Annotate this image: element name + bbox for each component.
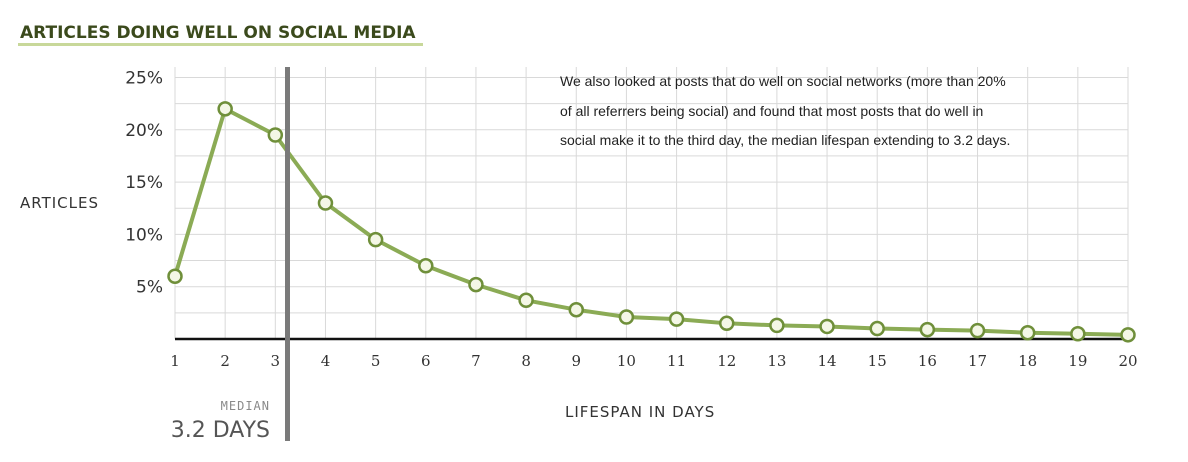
median-value: 3.2 DAYS — [171, 418, 270, 443]
data-point — [969, 322, 986, 339]
x-axis-label: LIFESPAN IN DAYS — [565, 403, 715, 421]
y-tick-label: 15% — [125, 173, 163, 193]
x-tick-label: 20 — [1118, 352, 1137, 370]
title-underline — [18, 43, 423, 46]
x-tick-label: 6 — [421, 352, 431, 370]
median-label: MEDIAN — [221, 399, 270, 413]
data-point — [1019, 324, 1036, 341]
series-articles — [167, 101, 1136, 343]
data-point — [718, 315, 735, 332]
data-point — [919, 321, 936, 338]
x-tick-label: 16 — [918, 352, 937, 370]
data-point — [819, 318, 835, 335]
data-point — [668, 311, 685, 327]
annotation-line: social make it to the third day, the med… — [560, 132, 1010, 148]
data-point — [618, 309, 635, 325]
data-point — [418, 258, 434, 274]
x-tick-label: 7 — [471, 352, 481, 370]
x-tick-label: 4 — [321, 352, 331, 370]
data-point — [167, 268, 183, 284]
x-tick-label: 3 — [271, 352, 281, 370]
median-line — [285, 67, 290, 441]
x-tick-label: 1 — [170, 352, 180, 370]
data-point — [518, 292, 534, 309]
x-tick-label: 2 — [220, 352, 230, 370]
x-tick-label: 9 — [571, 352, 581, 370]
x-tick-label: 12 — [717, 352, 736, 370]
x-tick-label: 19 — [1068, 352, 1087, 370]
data-point — [367, 231, 384, 248]
chart-title: ARTICLES DOING WELL ON SOCIAL MEDIA — [20, 23, 416, 43]
data-point — [217, 101, 233, 117]
data-point — [468, 276, 484, 293]
data-point — [1120, 327, 1136, 343]
data-point — [1070, 326, 1086, 342]
series-line — [173, 106, 1129, 337]
grid — [174, 67, 1129, 339]
x-tick-label: 10 — [617, 352, 636, 370]
x-tick-label: 18 — [1018, 352, 1037, 370]
x-tick-label: 8 — [521, 352, 531, 370]
data-point — [267, 127, 284, 143]
x-tick-label: 14 — [818, 352, 837, 370]
x-axis-ticks: 1 2 3 4 5 6 7 8 9 10 11 12 13 14 15 16 17 18 19 20 — [170, 352, 1137, 370]
data-point — [568, 301, 585, 318]
x-tick-label: 5 — [371, 352, 381, 370]
data-point — [317, 195, 334, 211]
y-tick-label: 25% — [125, 68, 163, 88]
x-tick-label: 13 — [767, 352, 786, 370]
x-tick-label: 11 — [667, 352, 686, 370]
annotation-line: of all referrers being social) and found… — [560, 103, 983, 119]
y-tick-label: 5% — [136, 278, 163, 298]
y-tick-label: 10% — [125, 225, 163, 245]
y-axis-ticks: 5% 10% 15% 20% 25% — [125, 68, 163, 297]
data-point — [869, 320, 885, 337]
annotation-line: We also looked at posts that do well on … — [560, 73, 1006, 89]
annotation-text: We also looked at posts that do well on … — [560, 73, 1010, 148]
x-tick-label: 15 — [868, 352, 887, 370]
x-tick-label: 17 — [968, 352, 987, 370]
data-point — [769, 317, 785, 334]
y-axis-label: ARTICLES — [20, 194, 99, 212]
y-tick-label: 20% — [125, 121, 163, 141]
